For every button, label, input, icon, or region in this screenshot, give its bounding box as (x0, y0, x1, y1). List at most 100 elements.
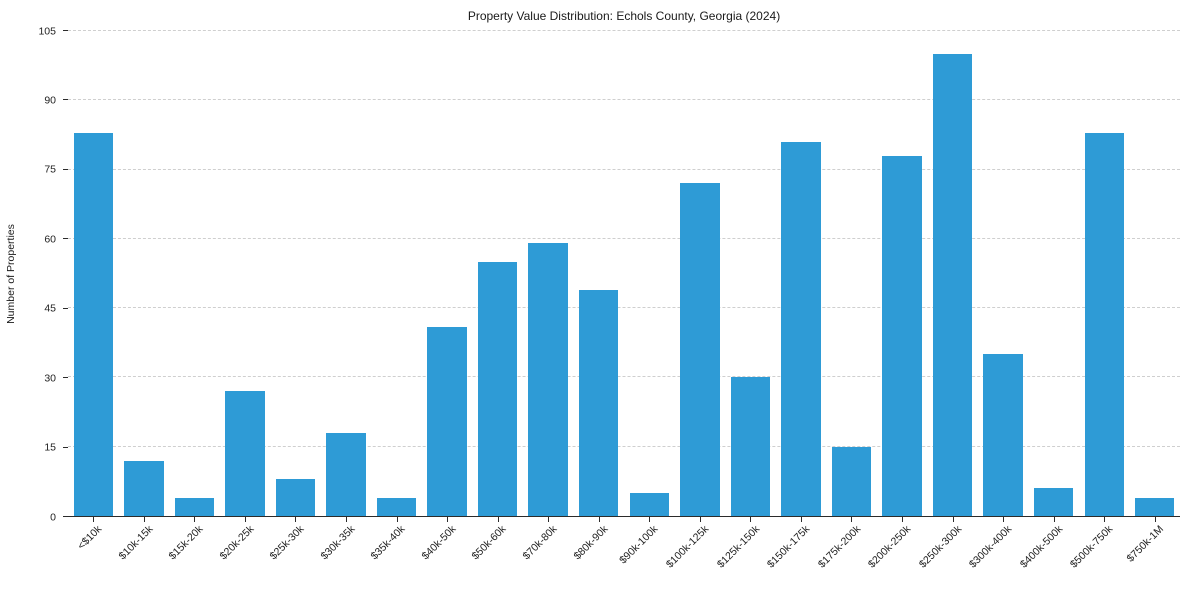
x-tick-mark (649, 517, 651, 522)
bar (225, 391, 265, 516)
bar-slot (776, 31, 827, 516)
bar-slot (422, 31, 473, 516)
bar-slot (573, 31, 624, 516)
x-axis-ticks: <$10k $10k-15k $15k-20k $20k-25k $25k-30k $30… (68, 517, 1180, 587)
x-tick-cell: $150k-175k (765, 517, 827, 587)
bar-slot (472, 31, 523, 516)
bar (376, 497, 417, 516)
x-tick-cell: $20k-25k (217, 517, 271, 587)
bar (730, 377, 771, 516)
gridline (68, 307, 1180, 309)
x-tick-cell: $500k-750k (1068, 517, 1130, 587)
y-tick-mark (63, 377, 68, 379)
y-tick-mark (63, 30, 68, 31)
bar-slot (675, 31, 726, 516)
gridline (68, 237, 1180, 239)
y-tick-label: 45 (44, 302, 56, 315)
x-tick-cell: $70k-80k (520, 517, 574, 587)
x-tick-mark (750, 517, 752, 522)
bar-slot (978, 31, 1029, 516)
x-tick-label: $90k-100k (617, 523, 661, 567)
gridline (68, 99, 1180, 101)
y-tick-mark (63, 516, 68, 517)
x-tick-label: $10k-15k (116, 523, 156, 563)
y-axis-ticks: 0 15 30 45 60 75 90 105 (0, 26, 68, 522)
x-tick-mark (447, 517, 449, 522)
x-tick-mark (295, 517, 297, 522)
bar-slot (877, 31, 928, 516)
x-tick-label: $15k-20k (166, 523, 206, 563)
bar-slot (220, 31, 271, 516)
x-tick-cell: $30k-35k (318, 517, 372, 587)
x-tick-cell: $100k-125k (664, 517, 726, 587)
x-tick-mark (598, 517, 600, 522)
x-tick-mark (497, 517, 499, 522)
chart-title: Property Value Distribution: Echols Coun… (467, 9, 781, 23)
bar (1135, 497, 1175, 516)
bar (831, 446, 872, 516)
bar (174, 497, 215, 516)
plot-area (68, 30, 1180, 517)
bar-slot (371, 31, 422, 516)
y-tick-label: 60 (44, 233, 56, 246)
x-tick-mark (902, 517, 904, 522)
x-tick-label: $750k-1M (1124, 523, 1167, 565)
bar (629, 492, 669, 516)
bar (275, 479, 316, 516)
x-tick-cell: $90k-100k (617, 517, 675, 587)
x-tick-cell: $35k-40k (369, 517, 422, 587)
bar-slot (119, 31, 170, 516)
bar (73, 132, 113, 516)
bar-slot (523, 31, 574, 516)
bar (124, 460, 164, 516)
x-tick-cell: $40k-50k (419, 517, 473, 587)
x-tick-mark (1003, 517, 1005, 522)
gridline (68, 445, 1180, 447)
x-tick-mark (1154, 517, 1156, 522)
x-tick-label: $50k-60k (469, 523, 509, 563)
y-tick-mark (63, 307, 68, 309)
bar (781, 141, 821, 516)
x-tick-label: $25k-30k (267, 523, 307, 563)
x-tick-mark (952, 517, 954, 522)
bar (1084, 132, 1124, 516)
x-tick-mark (396, 517, 398, 522)
x-tick-cell: $400k-500k (1018, 517, 1079, 587)
y-tick-mark (63, 99, 68, 101)
x-tick-mark (244, 517, 246, 522)
bar-slot (927, 31, 978, 516)
bar (477, 261, 518, 516)
y-tick-label: 0 (50, 510, 56, 523)
x-tick-mark (800, 517, 802, 522)
bar (932, 54, 973, 516)
bars-layer (68, 31, 1180, 516)
bar-slot (624, 31, 675, 516)
bar-slot (1028, 31, 1079, 516)
x-tick-cell: $25k-30k (267, 517, 321, 587)
bar-slot (826, 31, 877, 516)
x-tick-mark (143, 517, 145, 522)
bar (326, 432, 366, 516)
gridline (68, 376, 1180, 378)
bar-slot (1079, 31, 1130, 516)
x-tick-cell: $80k-90k (571, 517, 624, 587)
y-tick-mark (63, 446, 68, 448)
y-tick-label: 30 (44, 371, 56, 384)
x-tick-mark (346, 517, 347, 522)
x-tick-cell: <$10k (68, 517, 119, 587)
x-tick-label: $20k-25k (217, 523, 257, 563)
bar-slot (169, 31, 220, 516)
bar-slot (68, 31, 119, 516)
bar (1033, 488, 1074, 516)
x-tick-mark (1053, 517, 1055, 522)
y-tick-mark (63, 168, 68, 170)
x-tick-mark (93, 517, 95, 522)
x-tick-mark (548, 517, 550, 522)
bar (427, 326, 467, 516)
x-tick-cell: $750k-1M (1125, 517, 1180, 587)
x-tick-mark (851, 517, 853, 522)
gridline (68, 30, 1180, 31)
gridline (68, 168, 1180, 170)
bar (983, 354, 1023, 516)
